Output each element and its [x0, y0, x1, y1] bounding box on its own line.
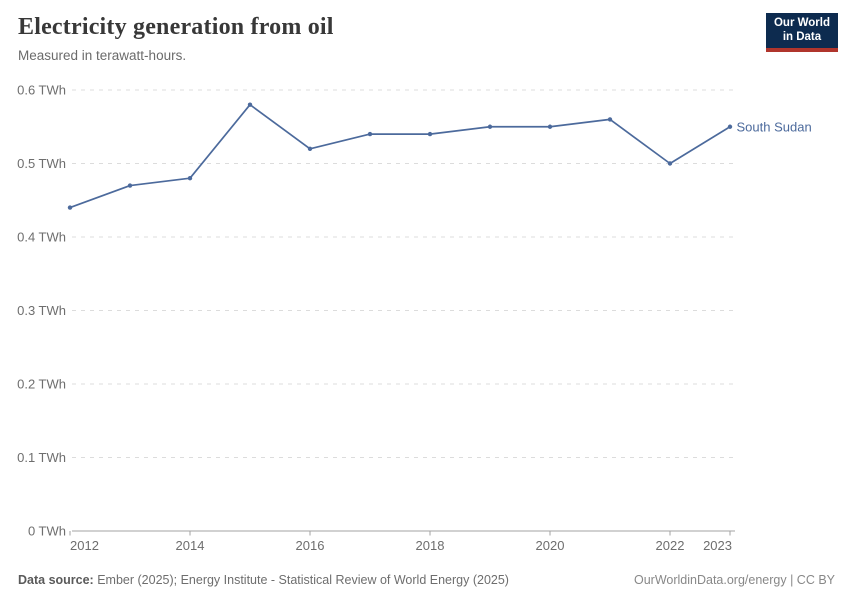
- data-point[interactable]: [67, 205, 73, 210]
- data-point[interactable]: [127, 183, 133, 188]
- x-tick-label: 2022: [656, 538, 685, 553]
- owid-logo-line2: in Data: [782, 30, 822, 43]
- x-tick-label: 2016: [296, 538, 325, 553]
- data-source-text: Ember (2025); Energy Institute - Statist…: [93, 573, 509, 587]
- x-tick-label: 2023: [703, 538, 732, 553]
- data-point[interactable]: [187, 176, 193, 181]
- data-point[interactable]: [367, 131, 373, 137]
- data-point[interactable]: [547, 124, 553, 129]
- y-tick-label: 0.3 TWh: [17, 303, 66, 318]
- data-point[interactable]: [487, 124, 493, 129]
- x-tick-label: 2014: [176, 538, 205, 553]
- chart-footer: Data source: Ember (2025); Energy Instit…: [18, 573, 835, 587]
- page-title: Electricity generation from oil: [18, 14, 334, 40]
- x-tick-label: 2020: [536, 538, 565, 553]
- y-tick-label: 0.6 TWh: [17, 83, 66, 98]
- chart-subtitle: Measured in terawatt-hours.: [18, 48, 187, 63]
- line-chart-svg: 0 TWh 0.1 TWh 0.2 TWh 0.3 TWh 0.4 TWh 0.5 TWh…: [17, 83, 812, 554]
- y-tick-label: 0 TWh: [28, 524, 66, 539]
- y-tick-label: 0.1 TWh: [17, 450, 66, 465]
- data-point[interactable]: [427, 131, 433, 137]
- series-line[interactable]: [69, 103, 731, 209]
- data-point[interactable]: [667, 161, 673, 166]
- data-point[interactable]: [607, 117, 613, 122]
- x-tick-label: 2018: [416, 538, 445, 553]
- credit-link[interactable]: OurWorldinData.org/energy | CC BY: [633, 573, 835, 587]
- y-tick-label: 0.5 TWh: [17, 156, 66, 171]
- series-label[interactable]: South Sudan: [737, 119, 812, 134]
- data-source-label: Data source:: [18, 573, 94, 587]
- data-point[interactable]: [247, 102, 253, 107]
- chart-header: Electricity generation from oil Measured…: [18, 14, 334, 63]
- owid-logo-line1: Our World: [773, 17, 830, 29]
- line-chart: 0 TWh 0.1 TWh 0.2 TWh 0.3 TWh 0.4 TWh 0.5 TWh…: [17, 83, 812, 554]
- owid-logo[interactable]: Our World in Data: [765, 13, 838, 52]
- y-tick-label: 0.4 TWh: [17, 230, 66, 245]
- data-point[interactable]: [307, 146, 313, 151]
- data-source: Data source: Ember (2025); Energy Instit…: [18, 573, 509, 587]
- data-point[interactable]: [727, 124, 733, 129]
- y-tick-label: 0.2 TWh: [17, 377, 66, 392]
- x-tick-label: 2012: [70, 538, 99, 553]
